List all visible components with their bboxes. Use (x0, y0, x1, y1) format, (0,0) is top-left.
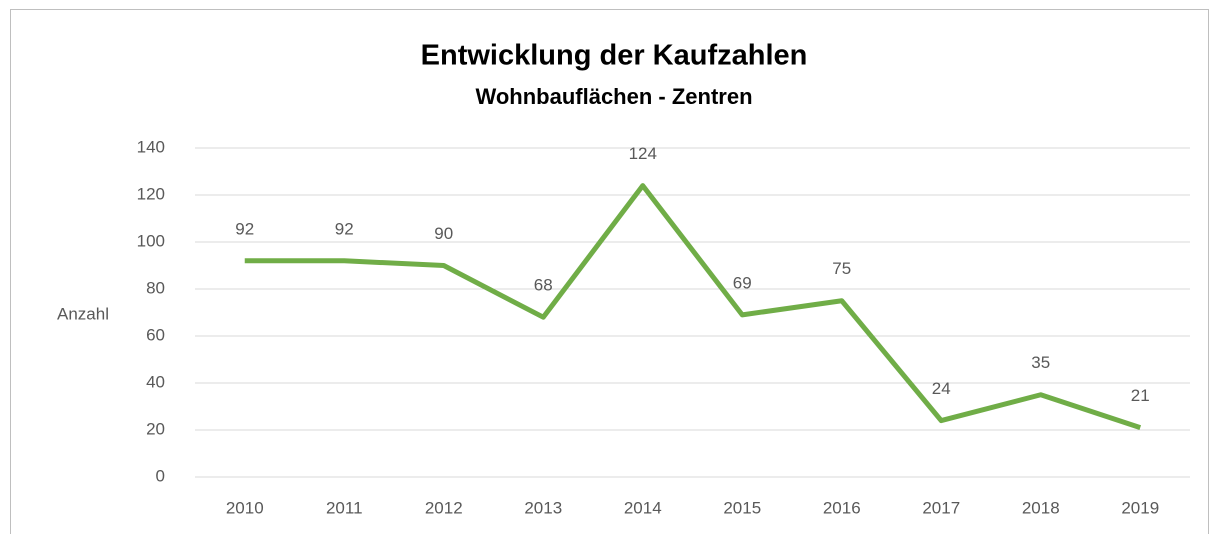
x-tick-label: 2012 (425, 498, 463, 517)
y-tick-label: 80 (146, 278, 165, 297)
x-tick-label: 2010 (226, 498, 264, 517)
x-tick-label: 2018 (1022, 498, 1060, 517)
y-tick-label: 40 (146, 372, 165, 391)
y-tick-label: 140 (137, 137, 165, 156)
x-tick-label: 2015 (723, 498, 761, 517)
y-tick-label: 0 (156, 466, 165, 485)
data-label: 90 (434, 224, 453, 243)
chart-subtitle: Wohnbauflächen - Zentren (475, 84, 752, 109)
x-tick-label: 2013 (524, 498, 562, 517)
data-label: 68 (534, 276, 553, 295)
y-tick-label: 60 (146, 325, 165, 344)
chart-border (10, 9, 1209, 534)
data-label: 35 (1031, 353, 1050, 372)
data-label: 92 (335, 219, 354, 238)
x-tick-label: 2011 (326, 498, 363, 517)
x-tick-label: 2017 (922, 498, 960, 517)
y-tick-label: 100 (137, 231, 165, 250)
chart-title: Entwicklung der Kaufzahlen (421, 40, 808, 72)
y-tick-label: 20 (146, 419, 165, 438)
data-label: 124 (629, 144, 657, 163)
y-axis-label: Anzahl (57, 304, 109, 323)
x-tick-label: 2016 (823, 498, 861, 517)
data-label: 92 (235, 219, 254, 238)
data-label: 21 (1131, 386, 1150, 405)
data-label: 24 (932, 379, 951, 398)
data-line (244, 183, 1142, 431)
data-label: 69 (733, 273, 752, 292)
data-label: 75 (832, 259, 851, 278)
x-tick-label: 2019 (1121, 498, 1159, 517)
x-tick-label: 2014 (624, 498, 662, 517)
y-tick-label: 120 (137, 184, 165, 203)
